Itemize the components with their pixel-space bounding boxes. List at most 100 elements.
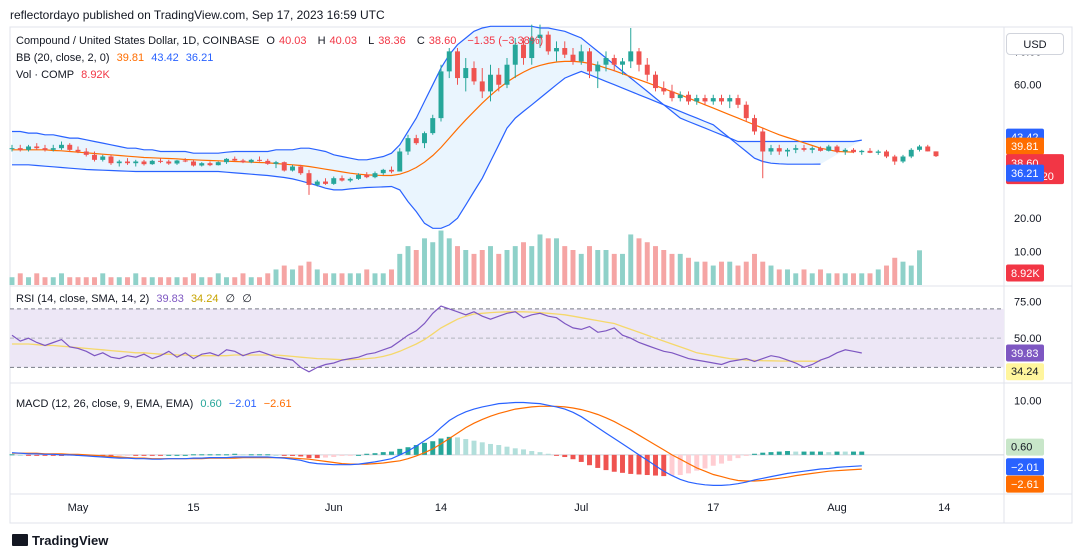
bb-basis-line [12, 60, 854, 177]
macd-histogram-bar [50, 454, 56, 456]
macd-histogram-bar [265, 454, 271, 456]
macd-histogram-bar [702, 454, 708, 469]
volume-bar [9, 277, 15, 285]
symbol-legend: Compound / United States Dollar, 1D, COI… [16, 35, 547, 47]
macd-histogram-bar [240, 454, 246, 456]
macd-hist-tag: 0.60 [1011, 442, 1032, 454]
candle-body [801, 148, 807, 150]
volume-bar [380, 273, 386, 285]
candle-body [512, 44, 518, 65]
macd-tick-label: 10.00 [1014, 395, 1042, 407]
low-label: L [368, 35, 375, 47]
tradingview-mark-icon [12, 534, 28, 546]
currency-button[interactable]: USD [1006, 33, 1064, 55]
volume-bar [587, 246, 592, 285]
macd-histogram-bar [166, 454, 172, 456]
date-tick-label: Jun [325, 502, 343, 514]
macd-histogram-bar [17, 454, 23, 456]
macd-histogram-bar [636, 454, 642, 475]
price-tick-label: 60.00 [1014, 80, 1042, 92]
macd-histogram-bar [207, 454, 213, 456]
macd-histogram-bar [809, 451, 815, 455]
candle-body [356, 174, 361, 179]
volume-bar [859, 273, 865, 285]
tradingview-logo: TradingView [12, 533, 108, 548]
candle-body [611, 58, 617, 65]
candle-body [653, 74, 658, 89]
candle-body [587, 51, 592, 72]
volume-bar [306, 261, 312, 285]
macd-line-tag: −2.01 [1011, 462, 1039, 474]
volume-bar [116, 277, 122, 285]
rsi-sma-tag-bg [1006, 363, 1044, 381]
candle-body [273, 162, 279, 164]
candle-body [768, 148, 774, 152]
macd-histogram-bar [479, 442, 485, 455]
volume-bar [496, 253, 502, 285]
candle-body [166, 161, 172, 164]
macd-histogram-bar [735, 454, 741, 459]
macd-signal-line [12, 405, 862, 482]
macd-histogram-bar [158, 454, 163, 456]
candle-body [793, 148, 799, 150]
volume-bar [339, 273, 345, 285]
candle-body [694, 98, 700, 102]
macd-histogram-bar [347, 454, 353, 456]
candle-body [900, 156, 906, 162]
volume-bar [215, 273, 221, 285]
macd-histogram-bar [628, 454, 634, 474]
candle-body [149, 160, 155, 165]
high-label: H [317, 35, 326, 47]
macd-histogram-bar [677, 454, 683, 476]
candle-body [257, 159, 262, 161]
macd-histogram-bar [224, 454, 229, 456]
bb-lower-tag-bg [1006, 164, 1044, 182]
macd-histogram-bar [248, 454, 254, 456]
candle-body [215, 162, 221, 166]
volume-bar [603, 250, 609, 285]
candle-body [207, 163, 213, 166]
rsi-value: 39.83 [156, 293, 184, 305]
volume-bar [801, 269, 807, 285]
candle-body [59, 144, 64, 149]
macd-histogram-bar [174, 454, 180, 456]
volume-bar [636, 238, 642, 285]
volume-bar [182, 277, 188, 285]
bb-upper-value: 43.42 [151, 52, 179, 64]
candle-body [529, 38, 535, 59]
macd-histogram-bar [760, 452, 766, 455]
candle-body [446, 51, 452, 72]
candle-body [884, 151, 889, 157]
candle-body [281, 162, 287, 171]
bb-fill [12, 26, 862, 229]
candle-body [314, 181, 320, 185]
macd-histogram-bar [521, 449, 526, 455]
candle-body [364, 174, 370, 178]
candle-body [430, 118, 436, 134]
volume-bar [570, 250, 576, 285]
macd-histogram-bar [785, 451, 790, 455]
volume-bar [677, 253, 683, 285]
low-value: 38.36 [378, 35, 406, 47]
macd-histogram-bar [331, 454, 337, 458]
candle-body [265, 160, 271, 164]
macd-histogram-bar [108, 454, 114, 456]
volume-bar [356, 273, 361, 285]
volume-bar [479, 250, 485, 285]
macd-histogram-bar [752, 453, 757, 455]
candle-body [17, 148, 23, 150]
candle-body [917, 146, 922, 150]
bb-upper-line [12, 25, 862, 161]
macd-hist-value: 0.60 [200, 398, 222, 410]
volume-bar [562, 246, 568, 285]
bb-lower-line [12, 70, 821, 229]
volume-bar [908, 265, 914, 285]
macd-histogram-bar [842, 451, 848, 455]
volume-bar [818, 269, 823, 285]
macd-histogram-bar [232, 453, 238, 455]
volume-bar [75, 277, 81, 285]
volume-bar [347, 273, 353, 285]
candle-body [9, 148, 15, 150]
volume-bar [224, 277, 229, 285]
